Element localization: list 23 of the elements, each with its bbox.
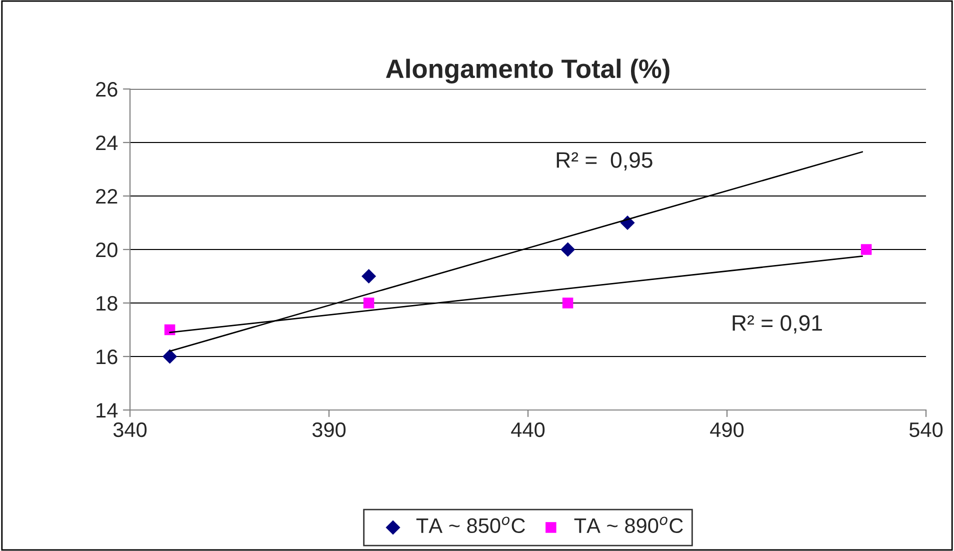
y-tick-label: 26 [96,82,118,97]
x-tick-label: 490 [710,422,744,438]
legend-label: TA ~ 850$^{o}$C [416,516,525,534]
point [562,298,574,308]
legend-label: TA ~ 890$^{o}$C [574,516,683,534]
x-tick-label: 440 [511,422,545,438]
point [162,349,178,364]
y-tick-label: 24 [96,136,118,150]
y-tick-label: 18 [96,296,118,311]
y-tick-label: 22 [96,189,118,204]
point [363,298,374,308]
y-tick-label: 14 [96,403,118,418]
y-tick-label: 16 [96,350,118,364]
annotation: R² = 0,95 [556,152,652,170]
point [560,242,576,257]
y-tick-label: 20 [96,242,118,258]
x-tick-label: 340 [113,422,147,438]
x-tick-label: 540 [909,422,943,438]
annotation: R² = 0,91 [732,315,822,334]
chart-title: Alongamento Total (%) [386,58,670,84]
point [860,244,872,255]
point [362,268,376,284]
x-tick-label: 390 [312,422,346,438]
